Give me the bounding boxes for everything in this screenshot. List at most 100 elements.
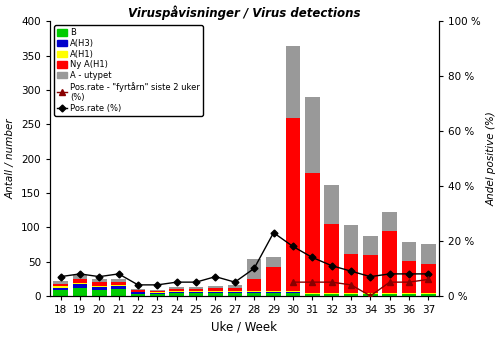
Bar <box>188 293 203 296</box>
Bar <box>208 291 222 292</box>
Bar <box>227 287 241 291</box>
Bar <box>92 287 106 290</box>
Bar <box>188 291 203 292</box>
Bar <box>111 289 126 296</box>
Bar <box>420 295 435 296</box>
Bar <box>73 283 87 284</box>
Bar <box>382 212 396 231</box>
Bar <box>111 285 126 286</box>
Bar <box>343 293 358 294</box>
Bar <box>92 279 106 282</box>
Bar <box>305 173 319 293</box>
Bar <box>130 291 145 292</box>
Bar <box>343 254 358 293</box>
Bar <box>246 291 261 292</box>
Bar <box>382 231 396 293</box>
Bar <box>169 292 184 293</box>
Bar <box>362 294 377 295</box>
Bar <box>169 287 184 289</box>
Bar <box>73 287 87 296</box>
Bar <box>246 292 261 293</box>
Bar <box>53 291 68 296</box>
Bar <box>285 46 300 118</box>
Bar <box>343 294 358 295</box>
Bar <box>188 292 203 293</box>
Bar <box>53 281 68 284</box>
Y-axis label: Antall / number: Antall / number <box>6 118 16 199</box>
Bar <box>266 291 280 292</box>
Bar <box>305 293 319 294</box>
Bar <box>92 290 106 296</box>
Bar <box>420 293 435 294</box>
Bar <box>343 295 358 296</box>
Bar <box>420 294 435 295</box>
Bar <box>150 293 164 294</box>
Bar <box>285 292 300 293</box>
Bar <box>362 236 377 255</box>
Bar <box>53 284 68 286</box>
Bar <box>420 264 435 293</box>
Bar <box>130 293 145 294</box>
Bar <box>130 294 145 296</box>
Bar <box>324 293 338 294</box>
Bar <box>324 294 338 295</box>
Bar <box>208 292 222 293</box>
Bar <box>53 286 68 287</box>
Bar <box>208 285 222 288</box>
Bar <box>401 294 415 295</box>
Bar <box>324 185 338 224</box>
Legend: B, A(H3), A(H1), Ny A(H1), A - utypet, Pos.rate - "fyrtårn" siste 2 uker
(%), Po: B, A(H3), A(H1), Ny A(H1), A - utypet, P… <box>54 25 203 116</box>
Bar <box>92 285 106 287</box>
Bar <box>266 267 280 291</box>
Bar <box>285 118 300 291</box>
Bar <box>285 291 300 292</box>
Bar <box>227 293 241 296</box>
Bar <box>362 293 377 294</box>
Bar <box>246 279 261 291</box>
Bar <box>73 284 87 287</box>
Bar <box>382 294 396 295</box>
Bar <box>208 288 222 291</box>
Bar <box>227 291 241 292</box>
Bar <box>305 294 319 295</box>
Bar <box>305 98 319 173</box>
Bar <box>169 293 184 296</box>
Bar <box>382 295 396 296</box>
Bar <box>401 295 415 296</box>
Bar <box>266 293 280 296</box>
Bar <box>130 289 145 291</box>
Bar <box>266 292 280 293</box>
Bar <box>227 285 241 287</box>
Bar <box>111 286 126 289</box>
Bar <box>150 294 164 296</box>
Bar <box>169 291 184 292</box>
Bar <box>324 224 338 293</box>
Bar <box>324 295 338 296</box>
Title: Viruspåvisninger / Virus detections: Viruspåvisninger / Virus detections <box>128 5 360 20</box>
Bar <box>362 255 377 293</box>
Bar <box>227 292 241 293</box>
Bar <box>285 293 300 296</box>
Bar <box>382 293 396 294</box>
Bar <box>343 225 358 254</box>
Bar <box>111 279 126 282</box>
Bar <box>420 244 435 264</box>
Bar <box>73 279 87 283</box>
Bar <box>305 295 319 296</box>
Bar <box>92 282 106 285</box>
Bar <box>401 261 415 293</box>
Bar <box>73 275 87 279</box>
Bar <box>188 287 203 289</box>
Bar <box>150 291 164 293</box>
Bar <box>188 289 203 291</box>
Bar <box>362 295 377 296</box>
Y-axis label: Andel positive (%): Andel positive (%) <box>485 111 495 206</box>
Bar <box>401 293 415 294</box>
Bar <box>246 293 261 296</box>
Bar <box>266 257 280 267</box>
Bar <box>111 282 126 285</box>
Bar <box>53 287 68 291</box>
Bar <box>401 242 415 261</box>
Bar <box>150 290 164 291</box>
Bar <box>208 293 222 296</box>
